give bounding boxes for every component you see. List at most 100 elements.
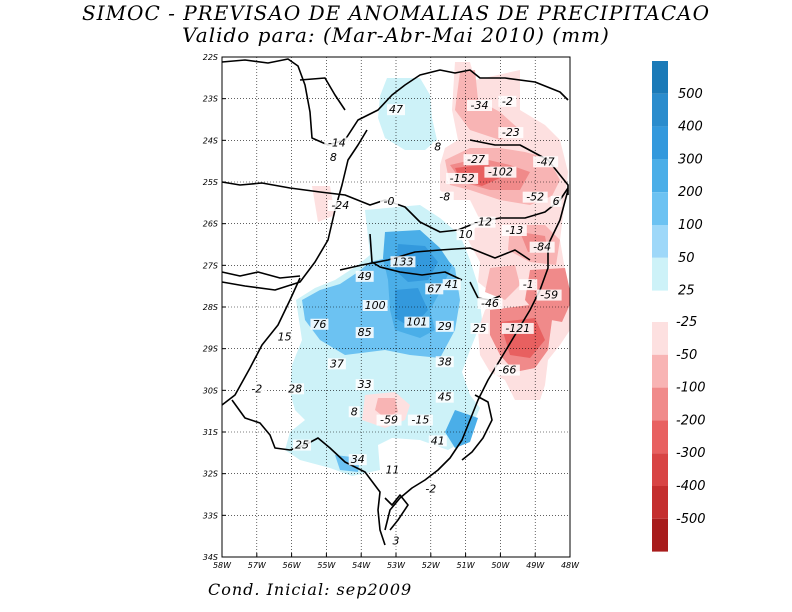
- colorbar-swatch-positive: [652, 257, 668, 291]
- anomaly-value-label: 49: [358, 270, 372, 283]
- lat-tick-label: 32S: [203, 470, 218, 479]
- value-label-bg: [355, 379, 374, 391]
- colorbar-swatch-negative: [652, 354, 668, 388]
- value-label-bg: [470, 322, 489, 334]
- value-label-bg: [404, 316, 430, 328]
- value-label-bg: [383, 464, 402, 476]
- value-label-bg: [324, 137, 350, 149]
- value-label-bg: [494, 364, 520, 376]
- anomaly-value-label: -152: [450, 172, 475, 185]
- value-label-bg: [327, 152, 339, 164]
- colorbar-label: -200: [676, 413, 706, 428]
- anomaly-value-label: 29: [438, 320, 452, 333]
- value-label-bg: [533, 156, 559, 168]
- lon-tick-label: 48W: [561, 561, 580, 570]
- colorbar-swatch-positive: [652, 159, 668, 193]
- value-label-bg: [421, 483, 440, 495]
- value-label-bg: [456, 229, 475, 241]
- value-label-bg: [348, 406, 360, 418]
- value-label-bg: [327, 200, 353, 211]
- colorbar-label: -400: [676, 479, 706, 494]
- colorbar-label: 25: [678, 284, 695, 299]
- colorbar-label: -25: [676, 315, 697, 330]
- value-label-bg: [501, 225, 527, 236]
- lon-tick-label: 58W: [213, 561, 232, 570]
- anomaly-value-label: -66: [498, 364, 516, 377]
- anomaly-value-label: -13: [505, 224, 523, 237]
- value-label-bg: [463, 154, 489, 166]
- colorbar-swatch-negative: [652, 322, 668, 355]
- value-label-bg: [425, 283, 444, 295]
- colorbar-swatch-negative: [652, 387, 668, 421]
- value-label-bg: [387, 104, 405, 116]
- value-label-bg: [355, 270, 374, 282]
- anomaly-value-label: 10: [459, 228, 473, 241]
- value-label-bg: [501, 322, 534, 334]
- anomaly-value-label: 41: [431, 434, 445, 447]
- value-label-bg: [435, 320, 454, 332]
- value-label-bg: [550, 195, 562, 207]
- lat-tick-label: 30S: [203, 386, 218, 395]
- anomaly-value-label: 41: [445, 278, 459, 291]
- anomaly-value-label: 133: [392, 255, 413, 268]
- anomaly-shading: [285, 62, 570, 476]
- anomaly-value-label: 45: [438, 391, 452, 404]
- colorbar-label: 500: [678, 87, 703, 102]
- anomaly-value-label: 100: [365, 299, 386, 312]
- anomaly-value-label: 101: [406, 316, 427, 329]
- colorbar-label: -500: [676, 512, 706, 527]
- longitude-labels: 58W 57W 56W 55W 54W 53W 52W 51W 50W 49W 48W: [213, 553, 580, 570]
- anomaly-value-label: -27: [467, 153, 485, 166]
- lon-tick-label: 54W: [352, 561, 371, 570]
- colorbar-swatch-positive: [652, 93, 668, 127]
- anomaly-value-label: -47: [537, 155, 555, 168]
- lon-tick-label: 49W: [526, 561, 545, 570]
- initial-condition-label: Cond. Inicial: sep2009: [208, 580, 413, 599]
- lon-tick-label: 57W: [248, 561, 267, 570]
- anomaly-value-label: 15: [278, 330, 292, 343]
- anomaly-value-label: 8: [351, 405, 358, 418]
- anomaly-value-label: -23: [502, 126, 520, 139]
- lat-tick-label: 27S: [203, 261, 218, 270]
- anomaly-value-label: 8: [434, 141, 441, 154]
- value-label-bg: [435, 191, 454, 203]
- value-label-bg: [327, 358, 346, 370]
- colorbar-swatch-negative: [652, 518, 668, 552]
- anomaly-value-label: -59: [380, 414, 398, 427]
- value-label-bg: [275, 331, 294, 343]
- value-label-bg: [428, 435, 447, 447]
- value-label-bg: [390, 256, 416, 268]
- anomaly-value-label: 25: [295, 439, 309, 452]
- anomaly-value-label: 47: [389, 103, 403, 116]
- colorbar-label: -300: [676, 446, 706, 461]
- lon-tick-label: 56W: [283, 561, 302, 570]
- colorbar-label: 400: [678, 120, 703, 135]
- anomaly-value-label: 28: [288, 382, 302, 395]
- colorbar-swatch-positive: [652, 126, 668, 160]
- chart-title: SIMOC - PREVISAO DE ANOMALIAS DE PRECIPI…: [81, 1, 711, 25]
- state-borders: [221, 58, 569, 546]
- anomaly-value-label: -34: [471, 99, 489, 112]
- lat-tick-label: 25S: [203, 178, 218, 187]
- anomaly-value-label: -2: [502, 95, 513, 108]
- anomaly-value-label: -102: [488, 166, 513, 179]
- colorbar-swatch-positive: [652, 192, 668, 225]
- anomaly-value-label: -14: [328, 137, 346, 150]
- anomaly-value-label: 25: [473, 322, 487, 335]
- colorbar-label: 300: [678, 152, 703, 167]
- anomaly-value-label: -12: [474, 216, 492, 229]
- anomaly-value-label: 34: [351, 453, 365, 466]
- lat-tick-label: 24S: [203, 136, 218, 145]
- anomaly-value-label: -46: [481, 297, 499, 310]
- value-label-bg: [442, 279, 461, 291]
- anomaly-value-label: -24: [331, 199, 349, 212]
- colorbar-swatch-negative: [652, 453, 668, 486]
- value-label-bg: [470, 216, 496, 228]
- colorbar-swatch-negative: [652, 486, 668, 519]
- colorbar-label: -50: [676, 348, 697, 363]
- value-label-bg: [484, 166, 517, 178]
- colorbar: 500 400 300 200 100 50 25 -25 -50 -100 -200 -300 -40…: [652, 61, 706, 552]
- value-label-bg: [435, 356, 454, 368]
